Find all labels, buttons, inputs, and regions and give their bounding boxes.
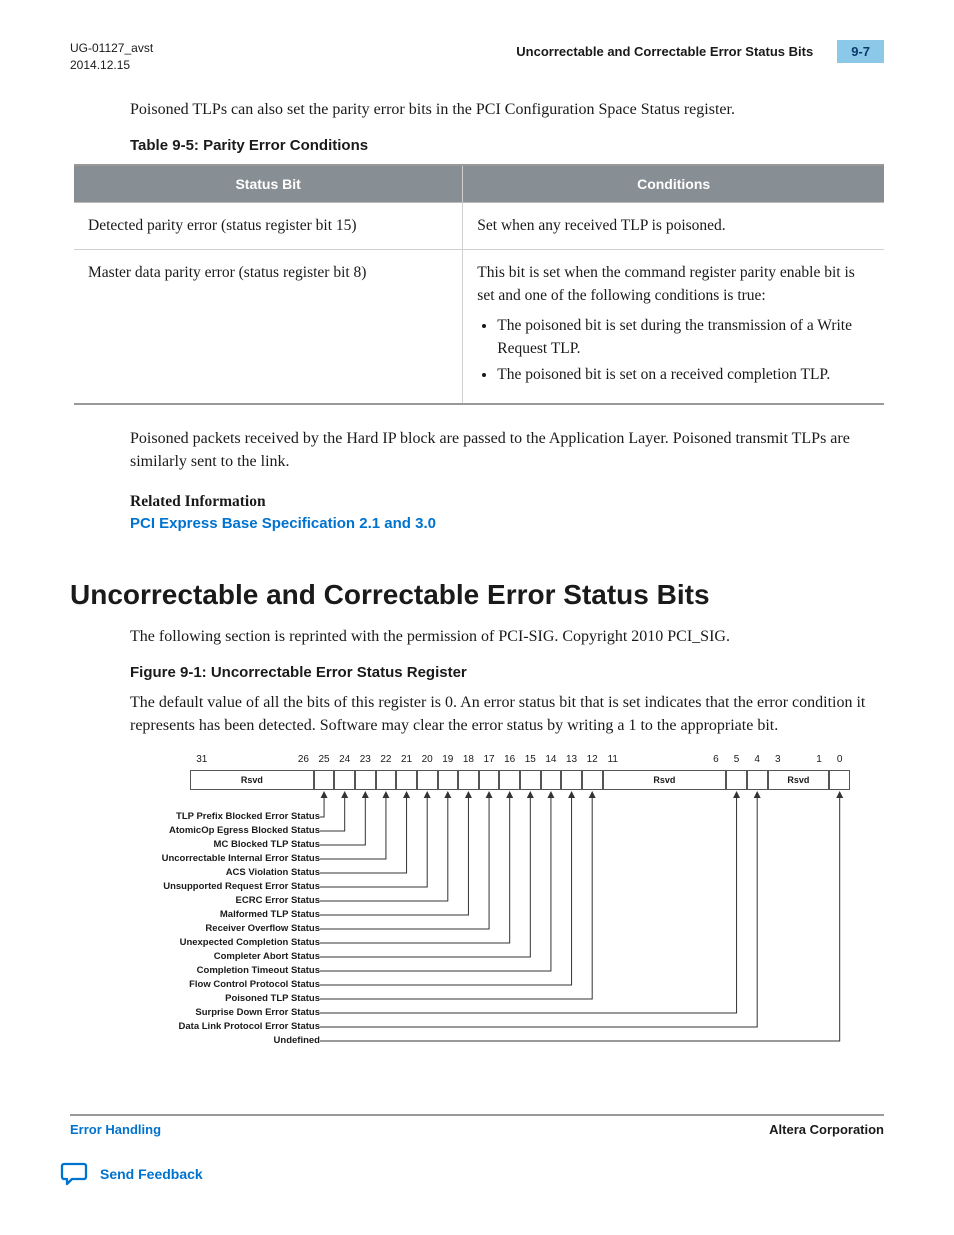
register-bit-box [726,770,747,790]
register-bit-box [376,770,397,790]
page-footer: Error Handling Altera Corporation Send F… [70,1114,884,1187]
figure-caption: Figure 9-1: Uncorrectable Error Status R… [130,664,884,681]
table-head-conditions: Conditions [463,165,884,203]
table-head-status-bit: Status Bit [74,165,463,203]
header-section-title: Uncorrectable and Correctable Error Stat… [516,44,837,59]
bit-number: 6 [713,754,719,765]
register-bit-label: Completion Timeout Status [70,964,320,978]
register-bit-label: ACS Violation Status [70,866,320,880]
parity-error-table: Status Bit Conditions Detected parity er… [74,164,884,405]
register-bit-box [417,770,438,790]
table-cell: Set when any received TLP is poisoned. [463,202,884,249]
intro-paragraph: Poisoned TLPs can also set the parity er… [130,98,884,121]
register-bit-label: MC Blocked TLP Status [70,838,320,852]
bit-number: 17 [484,754,495,765]
bit-number: 16 [504,754,515,765]
bit-number: 22 [380,754,391,765]
bit-number: 20 [422,754,433,765]
bit-number: 23 [360,754,371,765]
related-info-heading: Related Information [130,493,884,511]
register-bit-box [541,770,562,790]
table-row: Detected parity error (status register b… [74,202,884,249]
header-left: UG-01127_avst 2014.12.15 [70,40,153,74]
register-bit-box [334,770,355,790]
bit-number: 5 [734,754,740,765]
register-bit-label: Undefined [70,1034,320,1048]
section-paragraph-2: The default value of all the bits of thi… [130,691,884,737]
table-cell: Detected parity error (status register b… [74,202,463,249]
register-diagram: 3126252423222120191817161514131211654310… [190,754,850,1074]
table-cell-bullet: The poisoned bit is set on a received co… [497,364,870,386]
related-info-link[interactable]: PCI Express Base Specification 2.1 and 3… [130,515,436,532]
table-cell-bullet: The poisoned bit is set during the trans… [497,315,870,360]
doc-date: 2014.12.15 [70,57,153,74]
bit-number: 0 [837,754,843,765]
table-caption: Table 9-5: Parity Error Conditions [130,137,884,154]
register-bit-label: Unsupported Request Error Status [70,880,320,894]
bit-number: 15 [525,754,536,765]
bit-number: 25 [319,754,330,765]
header-right: Uncorrectable and Correctable Error Stat… [516,40,884,63]
doc-id: UG-01127_avst [70,40,153,57]
section-paragraph-1: The following section is reprinted with … [130,625,884,648]
table-cell: Master data parity error (status registe… [74,250,463,404]
footer-left-link[interactable]: Error Handling [70,1122,161,1137]
page-header: UG-01127_avst 2014.12.15 Uncorrectable a… [70,40,884,74]
register-bit-box [479,770,500,790]
bit-number: 4 [754,754,760,765]
register-bit-label: Completer Abort Status [70,950,320,964]
bit-number: 19 [442,754,453,765]
register-bit-label: Unexpected Completion Status [70,936,320,950]
bit-number: 24 [339,754,350,765]
bit-number: 21 [401,754,412,765]
register-bit-label: Uncorrectable Internal Error Status [70,852,320,866]
register-bit-box [458,770,479,790]
table-cell: This bit is set when the command registe… [463,250,884,404]
bit-number: 18 [463,754,474,765]
bit-number: 14 [545,754,556,765]
register-bit-label: Surprise Down Error Status [70,1006,320,1020]
bit-number: 3 [775,754,781,765]
register-bit-box [520,770,541,790]
send-feedback-label: Send Feedback [100,1166,203,1182]
bit-number: 31 [196,754,207,765]
register-bit-box [582,770,603,790]
bit-number: 12 [587,754,598,765]
page-number-badge: 9-7 [837,40,884,63]
bit-number: 26 [298,754,309,765]
register-bit-box [499,770,520,790]
register-bit-label: Poisoned TLP Status [70,992,320,1006]
after-table-paragraph: Poisoned packets received by the Hard IP… [130,427,884,473]
footer-right-text: Altera Corporation [769,1122,884,1137]
register-bit-box: Rsvd [190,770,314,790]
bit-number: 11 [608,754,618,765]
register-bit-box [314,770,335,790]
register-bit-box [438,770,459,790]
register-bit-label: ECRC Error Status [70,894,320,908]
register-bit-box [355,770,376,790]
table-row: Master data parity error (status registe… [74,250,884,404]
register-bit-box: Rsvd [603,770,727,790]
register-bit-box: Rsvd [768,770,830,790]
register-bit-label: Flow Control Protocol Status [70,978,320,992]
register-bit-label: Data Link Protocol Error Status [70,1020,320,1034]
register-bit-label: AtomicOp Egress Blocked Status [70,824,320,838]
register-bit-box [747,770,768,790]
register-bit-label: TLP Prefix Blocked Error Status [70,810,320,824]
send-feedback-link[interactable]: Send Feedback [60,1161,884,1187]
table-cell-lead: This bit is set when the command registe… [477,262,870,307]
speech-bubble-icon [60,1161,90,1187]
register-bit-label: Receiver Overflow Status [70,922,320,936]
bit-number: 1 [816,754,822,765]
register-bit-box [561,770,582,790]
bit-number: 13 [566,754,577,765]
register-bit-box [396,770,417,790]
section-heading: Uncorrectable and Correctable Error Stat… [70,579,884,611]
register-bit-label: Malformed TLP Status [70,908,320,922]
register-bit-box [829,770,850,790]
